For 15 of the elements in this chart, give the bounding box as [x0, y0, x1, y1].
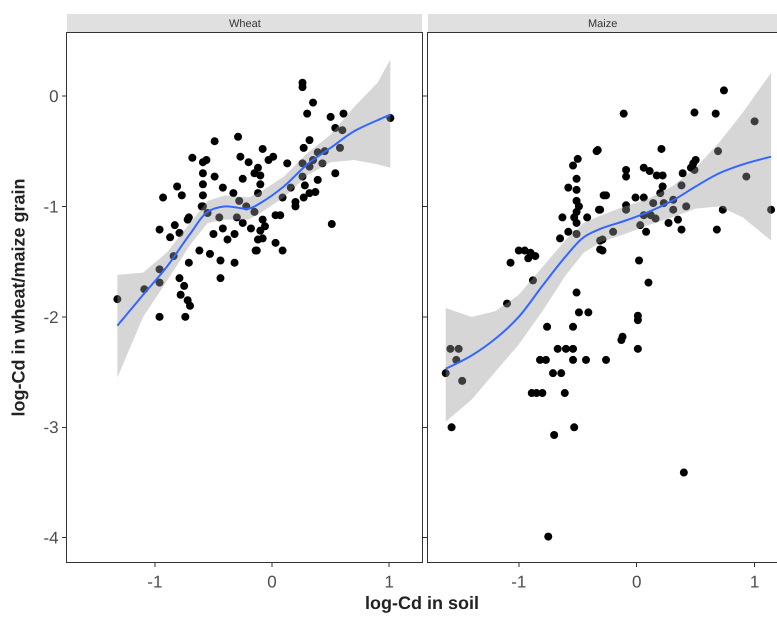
- y-tick-label: -3: [43, 418, 59, 438]
- x-tick-label: 0: [267, 572, 277, 592]
- y-tick-label: -2: [43, 308, 59, 327]
- y-tick-label: -4: [43, 528, 59, 548]
- x-tick-label: -1: [511, 572, 526, 592]
- x-axis-title: log-Cd in soil: [365, 593, 479, 613]
- x-tick-label: 1: [750, 572, 760, 592]
- y-axis-title: log-Cd in wheat/maize grain: [8, 178, 28, 416]
- chart-title: Wheat: [229, 18, 261, 30]
- chart-title: Maize: [588, 18, 618, 30]
- y-tick-label: -1: [43, 197, 59, 216]
- x-tick-label: 1: [384, 572, 394, 592]
- y-tick-label: 0: [49, 86, 59, 106]
- x-tick-label: 0: [632, 572, 642, 592]
- x-tick-label: -1: [147, 572, 162, 592]
